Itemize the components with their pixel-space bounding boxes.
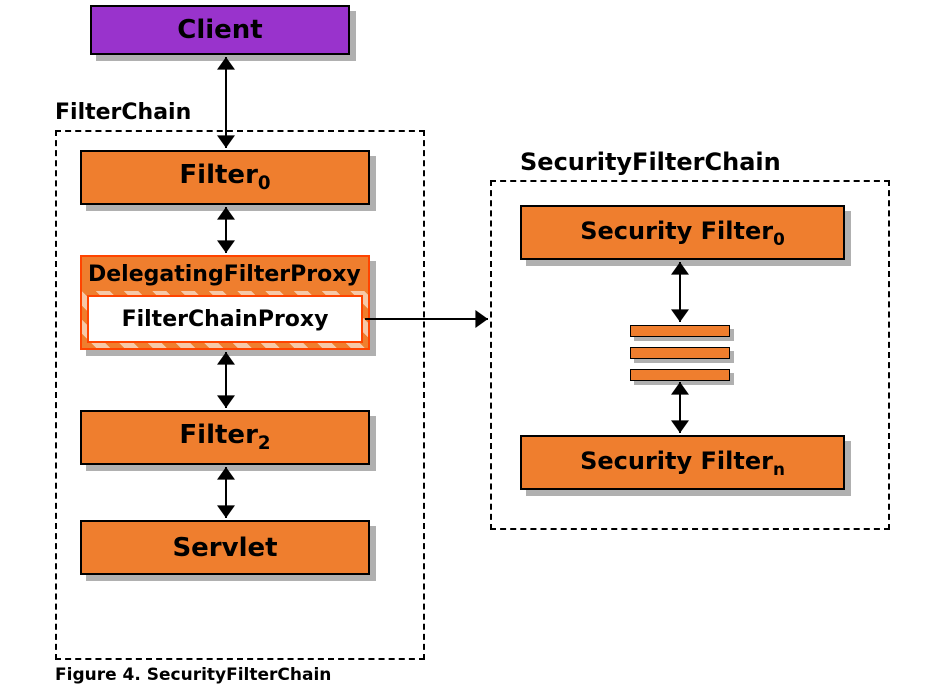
security-filter-0-box: Security Filter0 [520,205,845,260]
figure-caption: Figure 4. SecurityFilterChain [55,665,331,685]
filter0-box: Filter0 [80,150,370,205]
security-filter-chain-label: SecurityFilterChain [520,148,781,176]
security-filter-n-box: Security Filtern [520,435,845,490]
ellipsis-bar [630,325,730,337]
filter-chain-proxy-box: FilterChainProxy [87,295,363,343]
delegating-filter-proxy-label: DelegatingFilterProxy [82,257,368,291]
ellipsis-bar [630,369,730,381]
ellipsis-bar [630,347,730,359]
servlet-box: Servlet [80,520,370,575]
filter2-box: Filter2 [80,410,370,465]
client-box: Client [90,5,350,55]
filterchain-label: FilterChain [55,100,191,125]
